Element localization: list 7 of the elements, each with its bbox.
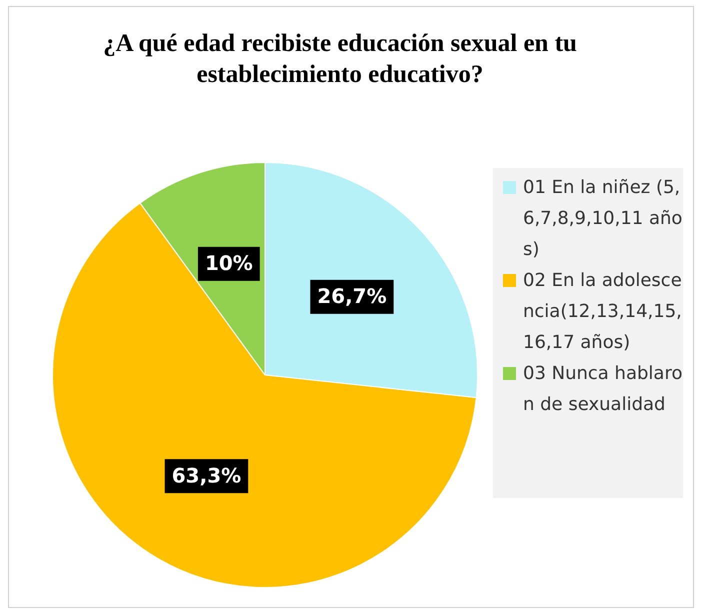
legend-label: 02 En la adolescencia(12,13,14,15,16,17 años) — [523, 270, 682, 353]
data-label: 10% — [204, 251, 253, 276]
legend-label: 01 En la niñez (5,6,7,8,9,10,11 años) — [523, 177, 682, 260]
data-label: 26,7% — [317, 284, 387, 308]
data-label: 63,3% — [172, 463, 242, 488]
legend-label: 03 Nunca hablaron de sexualidad — [523, 363, 682, 415]
chart-title: ¿A qué edad recibiste educación sexual en tu establecimiento educativo? — [102, 29, 578, 90]
